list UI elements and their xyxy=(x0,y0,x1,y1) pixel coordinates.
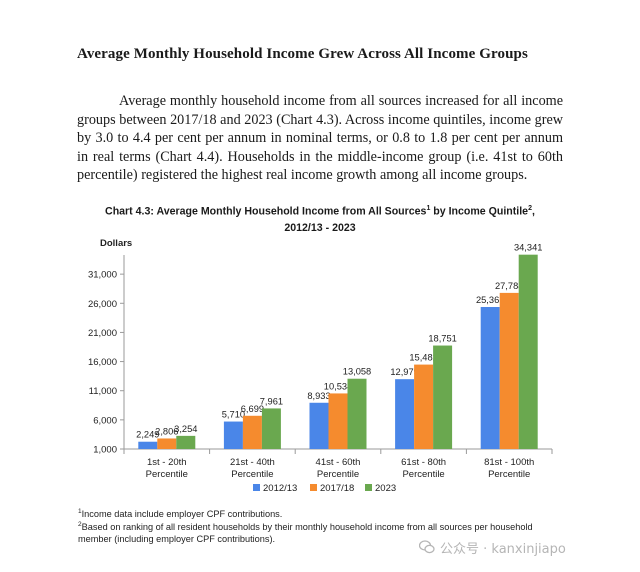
data-label: 8,933 xyxy=(307,391,330,401)
x-tick-label: 21st - 40th xyxy=(230,457,275,468)
bar xyxy=(138,441,158,449)
bar xyxy=(223,421,243,449)
bar xyxy=(414,364,434,449)
footnote-2-line1: Based on ranking of all resident househo… xyxy=(81,522,533,533)
data-label: 2,806 xyxy=(155,426,178,436)
wechat-icon xyxy=(419,540,435,554)
data-label: 34,341 xyxy=(514,243,542,253)
x-tick-label: 41st - 60th xyxy=(316,457,361,468)
watermark: 公众号 · kanxinjiapo xyxy=(440,542,566,557)
bar xyxy=(433,345,453,449)
legend-label: 2017/18 xyxy=(320,483,354,494)
legend-label: 2023 xyxy=(375,483,396,494)
x-tick-label: Percentile xyxy=(146,469,188,480)
footnote-2-marker: 2 xyxy=(78,521,82,528)
legend-label: 2012/13 xyxy=(263,483,297,494)
section-heading: Average Monthly Household Income Grew Ac… xyxy=(77,46,528,62)
data-label: 13,058 xyxy=(343,367,371,377)
footnote-1: 1Income data include employer CPF contri… xyxy=(78,506,282,520)
data-label: 15,482 xyxy=(409,353,437,363)
data-label: 12,979 xyxy=(390,367,418,377)
x-tick-label: 61st - 80th xyxy=(401,457,446,468)
bar xyxy=(499,292,519,449)
y-tick-label: 21,000 xyxy=(88,328,117,339)
y-tick-label: 31,000 xyxy=(88,270,117,281)
chart-title: Chart 4.3: Average Monthly Household Inc… xyxy=(80,201,560,236)
data-label: 5,710 xyxy=(222,410,245,420)
legend-swatch xyxy=(365,484,372,491)
footnote-2-line2: member (including employer CPF contribut… xyxy=(78,534,276,545)
data-label: 25,361 xyxy=(476,295,504,305)
x-tick-label: Percentile xyxy=(231,469,273,480)
x-tick-label: Percentile xyxy=(402,469,444,480)
y-tick-label: 16,000 xyxy=(88,357,117,368)
data-label: 18,751 xyxy=(428,334,456,344)
data-label: 27,784 xyxy=(495,281,523,291)
y-tick-label: 11,000 xyxy=(89,386,117,397)
bar xyxy=(157,438,177,449)
data-label: 10,534 xyxy=(324,381,352,391)
chart-title-period: 2012/13 - 2023 xyxy=(284,221,356,234)
y-tick-label: 6,000 xyxy=(93,415,117,426)
bar xyxy=(261,408,281,449)
x-tick-label: Percentile xyxy=(488,469,530,480)
bar xyxy=(176,435,196,449)
paragraph-text: Average monthly household income from al… xyxy=(77,93,563,184)
footnote-1-text: Income data include employer CPF contrib… xyxy=(81,509,283,520)
legend-swatch xyxy=(310,484,317,491)
chart-title-main: Chart 4.3: Average Monthly Household Inc… xyxy=(105,205,427,218)
bar xyxy=(480,307,500,449)
x-tick-label: Percentile xyxy=(317,469,359,480)
body-paragraph: Average monthly household income from al… xyxy=(77,92,563,185)
bar xyxy=(309,402,329,449)
bar xyxy=(395,379,415,449)
y-axis-label: Dollars xyxy=(100,238,132,249)
y-tick-label: 26,000 xyxy=(88,299,117,310)
x-tick-label: 81st - 100th xyxy=(484,457,534,468)
legend-swatch xyxy=(253,484,260,491)
data-label: 2,249 xyxy=(136,430,159,440)
x-tick-label: 1st - 20th xyxy=(147,457,187,468)
data-label: 6,699 xyxy=(241,404,264,414)
chart-title-mid: by Income Quintile xyxy=(430,205,529,218)
chart-title-comma: , xyxy=(531,205,535,218)
bar xyxy=(328,393,348,449)
bar xyxy=(518,254,538,449)
footnote-ref-2: 2 xyxy=(528,205,532,212)
footnote-2: 2Based on ranking of all resident househ… xyxy=(78,519,533,545)
data-label: 3,254 xyxy=(174,424,197,434)
footnote-ref-1: 1 xyxy=(426,205,431,212)
y-tick-label: 1,000 xyxy=(93,445,117,456)
footnote-1-marker: 1 xyxy=(78,508,82,515)
bar xyxy=(242,415,262,449)
data-label: 7,961 xyxy=(260,396,283,406)
bar xyxy=(347,378,367,449)
